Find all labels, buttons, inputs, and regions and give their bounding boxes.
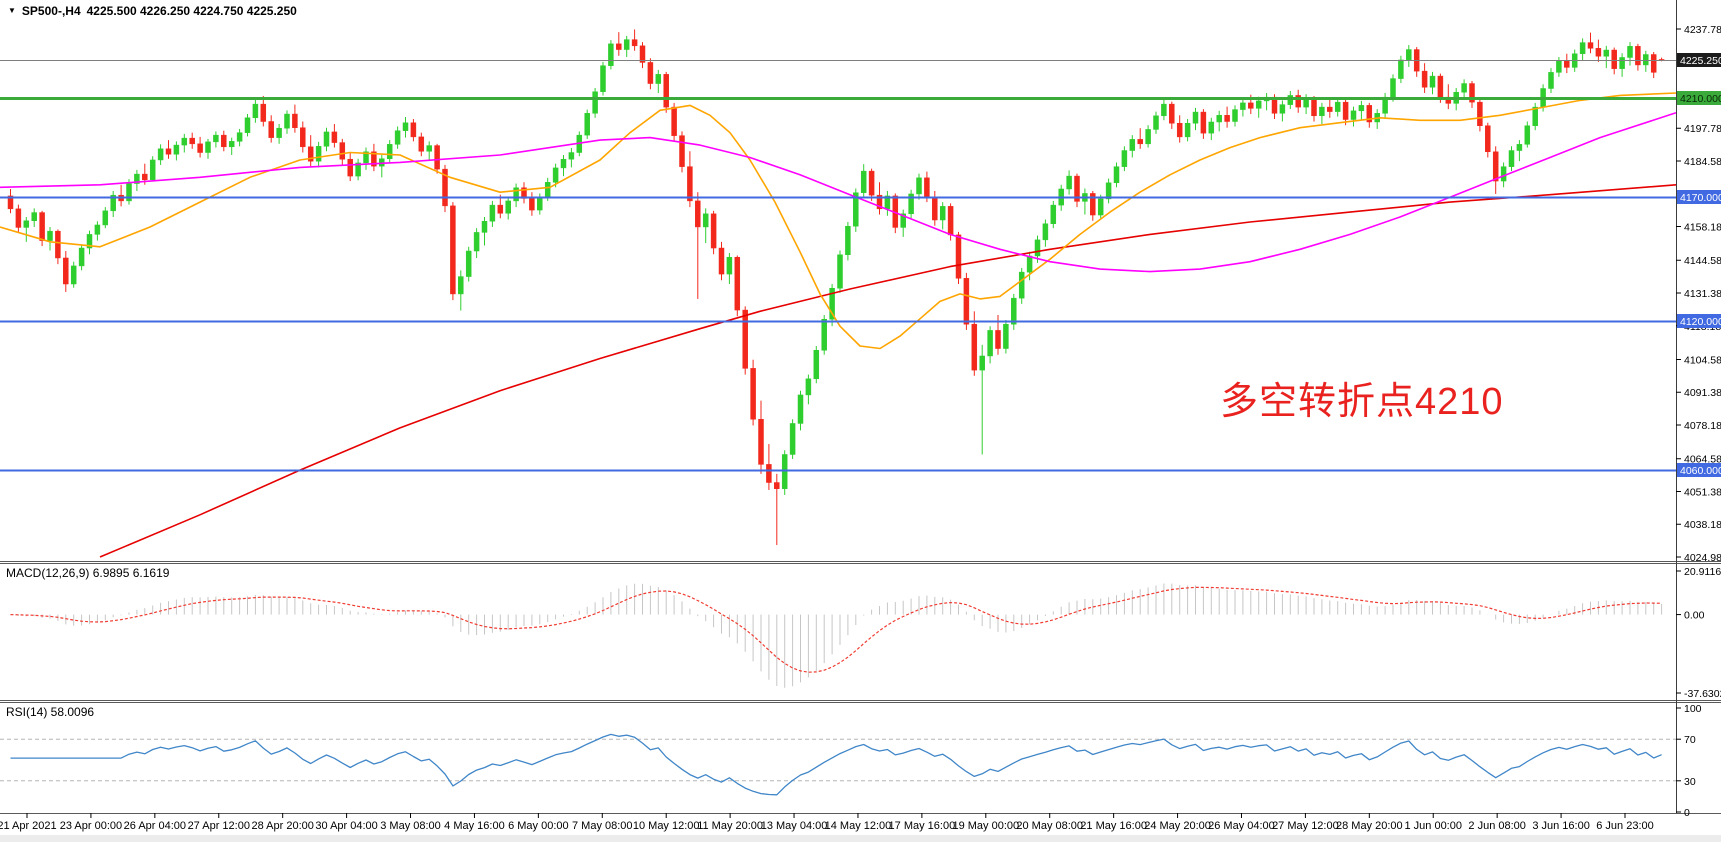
price-badge xyxy=(1677,314,1721,328)
price-badge xyxy=(1677,463,1721,477)
time-tick-label: 6 May 00:00 xyxy=(508,820,569,832)
time-tick-label: 26 Apr 04:00 xyxy=(124,820,186,832)
rsi-tick-label: 30 xyxy=(1684,776,1696,788)
time-tick-label: 7 May 08:00 xyxy=(572,820,633,832)
price-tick-label: 4064.580 xyxy=(1684,454,1721,466)
time-tick-label: 30 Apr 04:00 xyxy=(315,820,377,832)
candlestick-series[interactable] xyxy=(7,29,1665,546)
price-badge xyxy=(1677,190,1721,204)
time-tick-label: 3 Jun 16:00 xyxy=(1532,820,1590,832)
time-tick-label: 23 Apr 00:00 xyxy=(60,820,122,832)
symbol-period-label: SP500-,H4 xyxy=(21,4,81,18)
time-tick-label: 24 May 20:00 xyxy=(1144,820,1211,832)
rsi-tick-label: 0 xyxy=(1684,807,1690,819)
rsi-indicator-label: RSI(14) 58.0096 xyxy=(6,705,95,719)
chart-text-annotation: 多空转折点4210 xyxy=(1220,381,1504,423)
time-tick-label: 19 May 00:00 xyxy=(952,820,1019,832)
time-tick-label: 2 Jun 08:00 xyxy=(1468,820,1526,832)
triangle-down-icon[interactable]: ▼ xyxy=(8,6,16,15)
time-tick-label: 27 Apr 12:00 xyxy=(188,820,250,832)
macd-tick-label: 20.9116 xyxy=(1684,566,1721,578)
price-tick-label: 4131.380 xyxy=(1684,288,1721,300)
time-tick-label: 1 Jun 00:00 xyxy=(1404,820,1462,832)
price-tick-label: 4104.580 xyxy=(1684,354,1721,366)
macd-signal-line xyxy=(10,586,1662,673)
macd-axis-labels: 20.9116 0.00 -37.6302 xyxy=(1676,566,1721,700)
price-tick-label: 4197.780 xyxy=(1684,123,1721,135)
ohlc-readout: 4225.500 4226.250 4224.750 4225.250 xyxy=(86,4,297,18)
time-tick-label: 13 May 04:00 xyxy=(761,820,828,832)
time-tick-label: 17 May 16:00 xyxy=(889,820,956,832)
bottom-strip xyxy=(0,835,1721,842)
time-tick-label: 21 Apr 2021 xyxy=(0,820,57,832)
time-tick-label: 27 May 12:00 xyxy=(1272,820,1339,832)
price-tick-label: 4158.180 xyxy=(1684,222,1721,234)
price-tick-label: 4237.780 xyxy=(1684,24,1721,36)
price-tick-label: 4038.180 xyxy=(1684,519,1721,531)
price-badge-label: 4210.000 xyxy=(1680,93,1721,105)
rsi-tick-label: 70 xyxy=(1684,734,1696,746)
price-badges: 4225.250 4210.000 4170.000 4120.000 4060.000 xyxy=(1677,53,1721,477)
ma-orange-line xyxy=(0,92,1677,350)
price-badge-label: 4170.000 xyxy=(1680,192,1721,204)
rsi-tick-label: 100 xyxy=(1684,703,1702,715)
price-tick-label: 4024.980 xyxy=(1684,552,1721,564)
time-tick-label: 6 Jun 23:00 xyxy=(1596,820,1654,832)
time-tick-label: 3 May 08:00 xyxy=(380,820,441,832)
chart-title: ▼ SP500-,H4 4225.500 4226.250 4224.750 4… xyxy=(8,4,297,18)
time-tick-label: 26 May 04:00 xyxy=(1208,820,1275,832)
price-badge-label: 4120.000 xyxy=(1680,316,1721,328)
price-badge-label: 4225.250 xyxy=(1680,55,1721,67)
price-badge xyxy=(1677,53,1721,67)
macd-tick-label: -37.6302 xyxy=(1684,688,1721,700)
price-tick-label: 4051.380 xyxy=(1684,486,1721,498)
time-tick-label: 4 May 16:00 xyxy=(444,820,505,832)
price-tick-label: 4078.180 xyxy=(1684,420,1721,432)
macd-indicator-label: MACD(12,26,9) 6.9895 6.1619 xyxy=(6,566,170,580)
price-tick-label: 4091.380 xyxy=(1684,387,1721,399)
time-tick-label: 21 May 16:00 xyxy=(1080,820,1147,832)
ma-red-line xyxy=(99,184,1677,558)
time-tick-label: 28 Apr 20:00 xyxy=(251,820,313,832)
price-badge xyxy=(1677,91,1721,105)
time-tick-label: 14 May 12:00 xyxy=(825,820,892,832)
rsi-line xyxy=(10,733,1662,796)
time-tick-label: 28 May 20:00 xyxy=(1336,820,1403,832)
price-tick-label: 4184.580 xyxy=(1684,156,1721,168)
price-badge-label: 4060.000 xyxy=(1680,465,1721,477)
ma-magenta-line xyxy=(0,112,1677,273)
macd-histogram xyxy=(17,583,1663,688)
time-axis[interactable]: 21 Apr 2021 23 Apr 00:00 26 Apr 04:00 27 Ap… xyxy=(0,813,1654,832)
time-tick-label: 10 May 12:00 xyxy=(633,820,700,832)
price-tick-label: 4144.580 xyxy=(1684,255,1721,267)
time-tick-label: 11 May 20:00 xyxy=(697,820,763,832)
time-tick-label: 20 May 08:00 xyxy=(1016,820,1083,832)
rsi-axis-labels: 100 70 30 0 xyxy=(1676,703,1702,819)
macd-tick-label: 0.00 xyxy=(1684,610,1705,622)
